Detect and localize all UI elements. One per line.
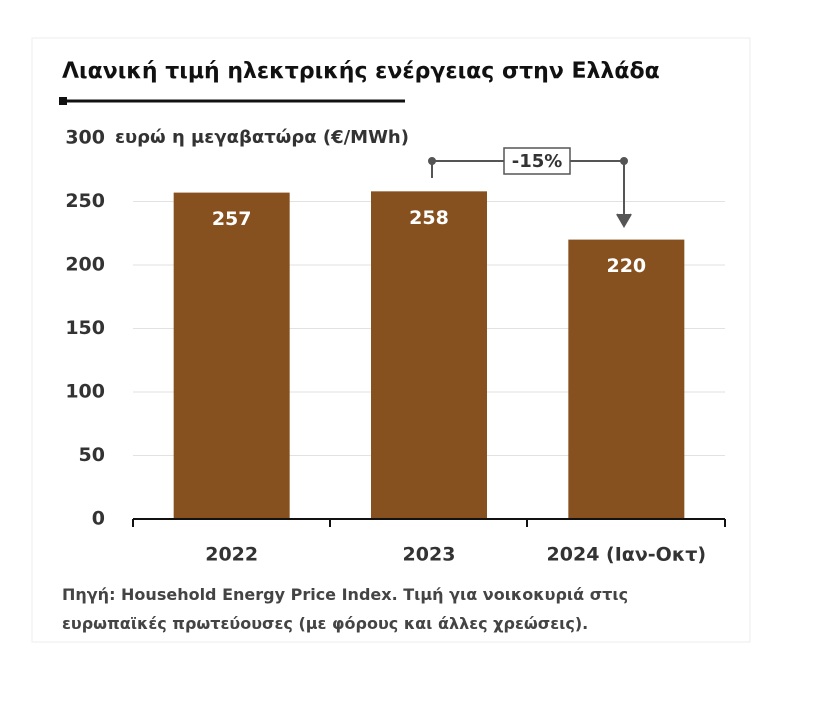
value-label: 220	[606, 255, 646, 277]
x-tick-label: 2023	[403, 544, 456, 566]
y-tick-label: 100	[65, 381, 105, 403]
y-tick-label: 150	[65, 317, 105, 339]
y-axis-label: ευρώ η μεγαβατώρα (€/MWh)	[115, 127, 409, 148]
x-tick-label: 2022	[205, 544, 258, 566]
y-tick-label: 300	[65, 127, 105, 149]
x-ticks	[132, 519, 726, 527]
bar	[568, 239, 685, 519]
x-tick-label: 2024 (Ιαν-Οκτ)	[547, 544, 707, 566]
value-label: 258	[409, 207, 449, 229]
title-rule-dot	[59, 97, 67, 105]
y-tick-label: 200	[65, 254, 105, 276]
bar	[173, 192, 290, 520]
y-tick-label: 50	[79, 444, 105, 466]
annotation: -15%	[512, 151, 563, 172]
y-tick-label: 250	[65, 190, 105, 212]
y-tick-label: 0	[92, 508, 105, 530]
chart-title: Λιανική τιμή ηλεκτρικής ενέργειας στην Ε…	[62, 59, 660, 84]
bar	[371, 191, 487, 519]
annotation-box	[503, 147, 571, 175]
source-note: Πηγή: Household Energy Price Index. Τιμή…	[62, 585, 629, 633]
value-label: 257	[212, 208, 252, 230]
